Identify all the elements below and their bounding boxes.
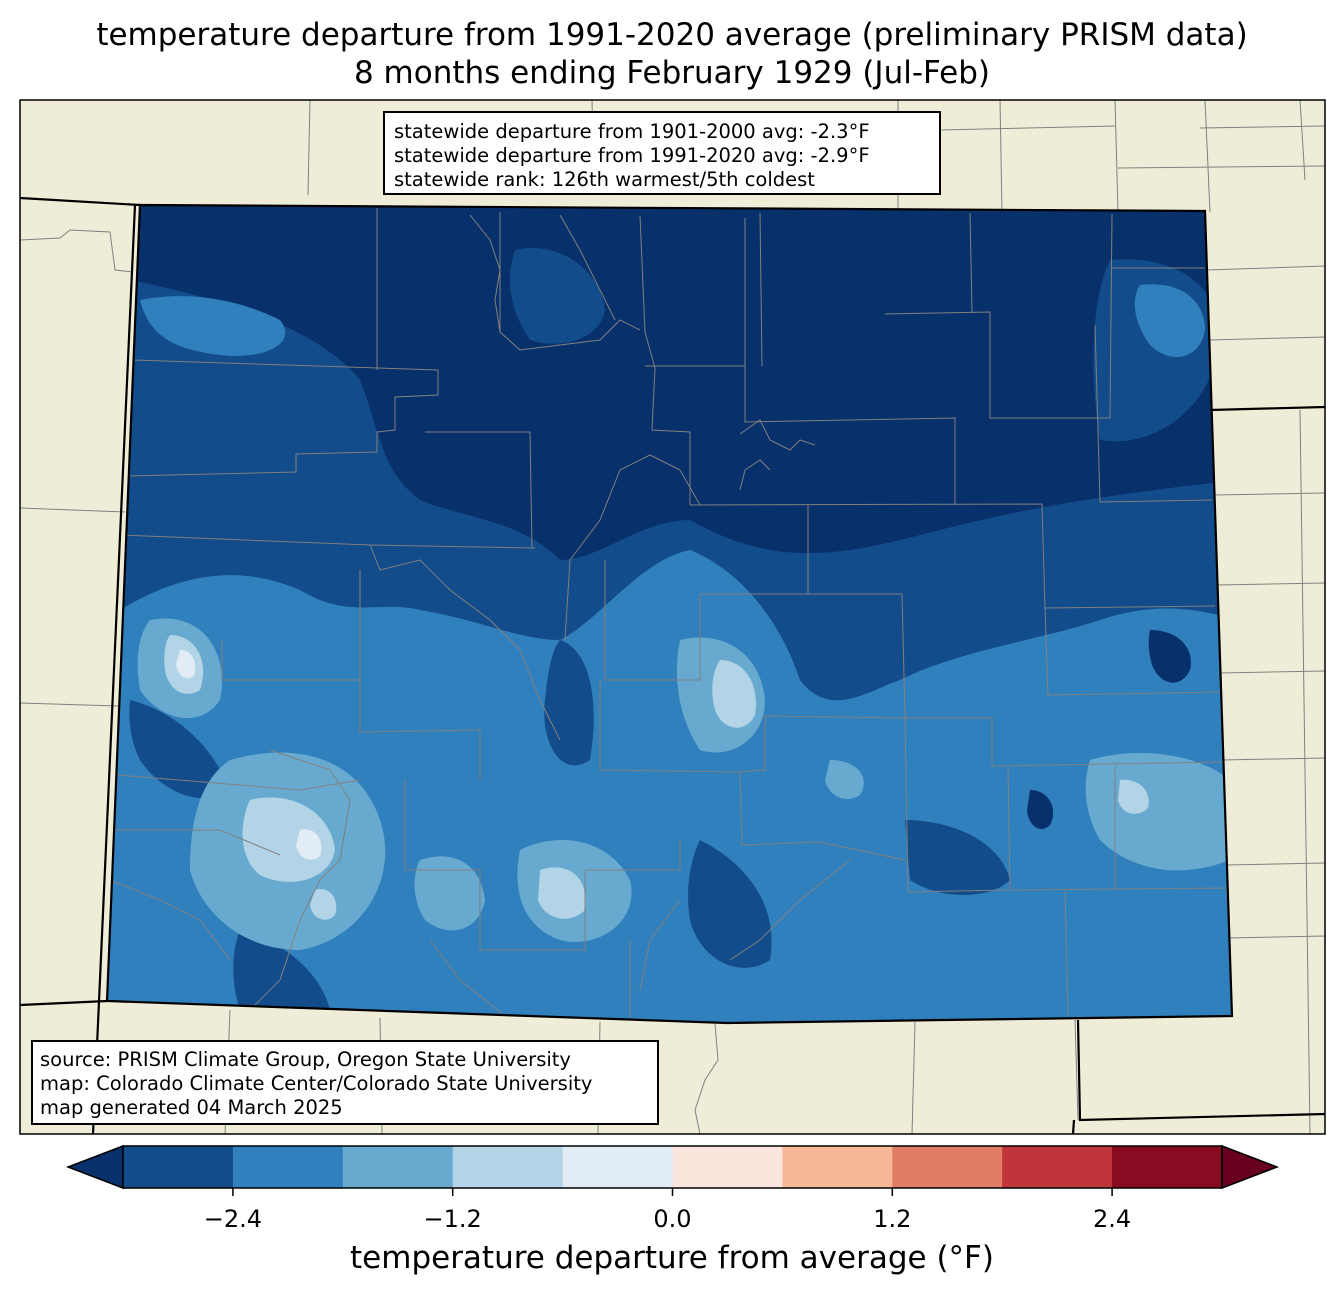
neighbor-county-lines xyxy=(20,100,1325,1134)
colorbar-tick-label: −2.4 xyxy=(203,1205,263,1233)
colorbar-tick-label: −1.2 xyxy=(423,1205,482,1233)
stats-rank: statewide rank: 126th warmest/5th coldes… xyxy=(394,168,815,191)
colorbar-segment xyxy=(342,1146,454,1188)
colorbar-segment xyxy=(892,1146,1003,1188)
stats-departure-1991-2020: statewide departure from 1991-2020 avg: … xyxy=(394,144,870,167)
statewide-stats-box: statewide departure from 1901-2000 avg: … xyxy=(383,111,941,195)
source-credits-box: source: PRISM Climate Group, Oregon Stat… xyxy=(31,1040,659,1125)
colorbar-tick-label: 2.4 xyxy=(1093,1205,1132,1233)
colorbar-tick-label: 1.2 xyxy=(873,1205,912,1233)
map-title-line-1: temperature departure from 1991-2020 ave… xyxy=(96,17,1248,53)
colorbar-extend-high xyxy=(1221,1144,1280,1190)
source-credit: source: PRISM Climate Group, Oregon Stat… xyxy=(40,1048,571,1071)
map-generated-date: map generated 04 March 2025 xyxy=(40,1096,343,1119)
stats-departure-1901-2000: statewide departure from 1901-2000 avg: … xyxy=(394,120,870,143)
colorbar-segment xyxy=(1002,1146,1113,1188)
county-lines xyxy=(109,208,1231,1021)
map-credit: map: Colorado Climate Center/Colorado St… xyxy=(40,1072,593,1095)
colorbar-segment xyxy=(123,1146,234,1188)
map-frame xyxy=(19,99,1326,1135)
state-borders xyxy=(20,196,1325,1134)
colorbar-segment xyxy=(1112,1146,1223,1188)
colorbar-segment xyxy=(562,1146,673,1188)
colorbar-tick-label: 0.0 xyxy=(653,1205,692,1233)
colorbar-segment xyxy=(782,1146,893,1188)
colorbar-segment xyxy=(232,1146,344,1188)
temperature-field xyxy=(107,205,1232,1023)
colorbar-segment xyxy=(452,1146,564,1188)
colorbar-segment xyxy=(672,1146,783,1188)
colorbar-extend-low xyxy=(65,1144,124,1190)
map-title-line-2: 8 months ending February 1929 (Jul-Feb) xyxy=(353,55,990,91)
colorbar-label: temperature departure from average (°F) xyxy=(350,1240,994,1276)
